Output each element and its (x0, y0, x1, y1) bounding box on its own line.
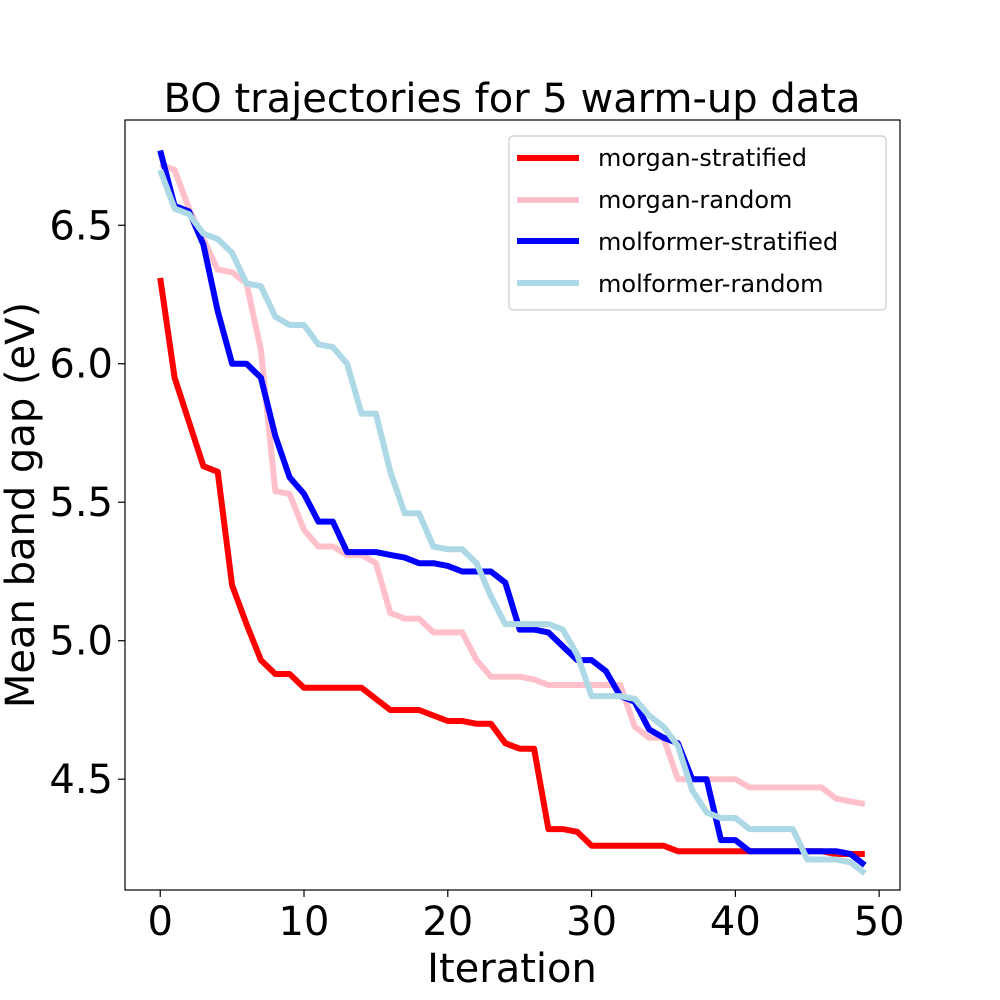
chart-title: BO trajectories for 5 warm-up data (164, 76, 861, 122)
x-tick-label: 50 (854, 899, 905, 945)
series-line-molformer-random (157, 168, 867, 876)
legend-box (508, 135, 887, 311)
x-tick-label: 20 (422, 899, 473, 945)
legend-label-morgan-random: morgan-random (598, 186, 792, 214)
legend-label-morgan-stratified: morgan-stratified (598, 144, 807, 172)
series-line-morgan-random (159, 161, 866, 808)
x-tick-label: 10 (279, 899, 330, 945)
y-tick-label: 6.0 (49, 342, 113, 388)
x-tick-label: 40 (710, 899, 761, 945)
y-tick-label: 4.5 (49, 757, 113, 803)
y-tick-label: 5.5 (49, 480, 113, 526)
legend-label-molformer-random: molformer-random (598, 270, 824, 298)
y-axis-label: Mean band gap (eV) (0, 302, 44, 708)
x-tick-label: 30 (566, 899, 617, 945)
y-tick-label: 5.0 (49, 619, 113, 665)
x-tick-label: 0 (148, 899, 173, 945)
legend: morgan-stratified morgan-random molforme… (508, 135, 887, 311)
axis-ticks: 0 10 20 30 40 50 4.5 5.0 5.5 6.0 6.5 (49, 203, 904, 945)
series-layer (157, 149, 867, 876)
y-tick-label: 6.5 (49, 203, 113, 249)
series-line-molformer-stratified (157, 149, 867, 868)
x-axis-label: Iteration (427, 946, 597, 992)
legend-label-molformer-stratified: molformer-stratified (598, 228, 838, 256)
plot-frame (124, 119, 901, 891)
